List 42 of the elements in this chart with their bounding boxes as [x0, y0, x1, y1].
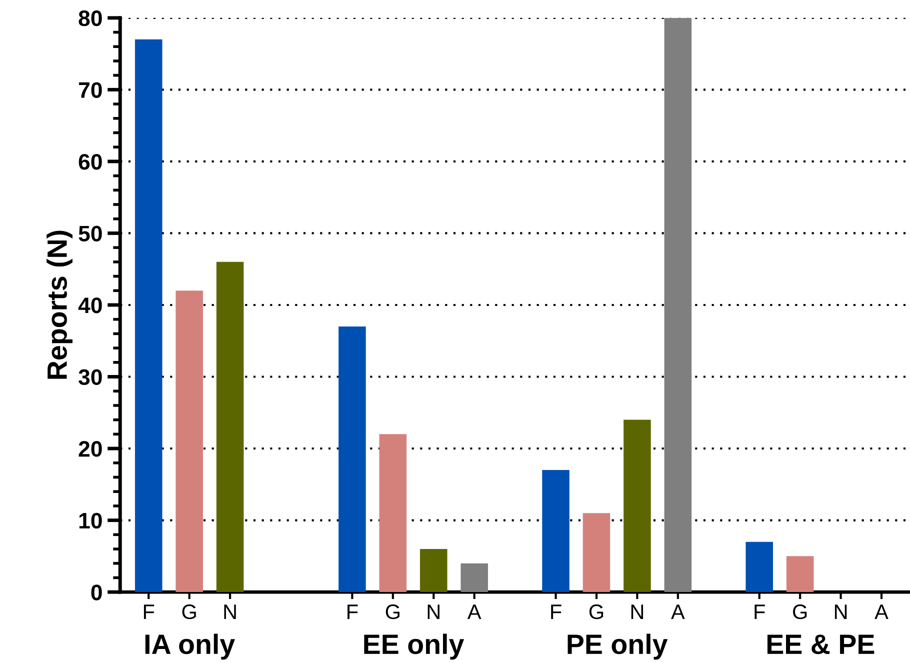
- x-tick-label: F: [144, 604, 154, 619]
- x-tick-label: G: [793, 604, 807, 620]
- bar: [379, 434, 407, 592]
- y-tick-label: 0: [91, 584, 102, 600]
- y-axis-title: Reports (N): [46, 230, 72, 379]
- y-tick-label: 40: [78, 298, 102, 314]
- x-tick-label: N: [631, 604, 644, 619]
- x-tick-label: A: [874, 604, 888, 619]
- text: IA only: [145, 634, 235, 660]
- y-tick-label: 30: [78, 369, 102, 386]
- y-tick-label: 10: [79, 512, 102, 529]
- x-tick-label: F: [348, 604, 358, 619]
- bar: [460, 563, 488, 592]
- y-tick-label: 50: [78, 226, 102, 242]
- text: PE only: [568, 634, 668, 660]
- bar: [338, 326, 366, 592]
- x-tick-label: A: [671, 604, 685, 619]
- x-tick-label: A: [467, 604, 482, 619]
- bar: [542, 470, 570, 592]
- y-tick-label: 60: [78, 154, 102, 170]
- bar: [176, 290, 203, 592]
- x-tick-label: F: [551, 604, 562, 619]
- y-tick-label: 70: [79, 82, 102, 98]
- bar: [582, 513, 610, 592]
- bar: [746, 542, 773, 592]
- text: EE only: [364, 634, 464, 660]
- x-tick-label: N: [224, 604, 236, 619]
- x-tick-label: N: [834, 604, 847, 619]
- bar: [624, 420, 651, 592]
- text: EE & PE: [767, 634, 874, 654]
- bar: [420, 548, 448, 592]
- bar: [216, 262, 244, 592]
- bar: [664, 18, 692, 592]
- x-tick-label: N: [428, 604, 440, 619]
- bar: [786, 556, 814, 592]
- x-tick-label: F: [754, 604, 765, 619]
- x-tick-label: G: [589, 604, 604, 620]
- bar: [134, 39, 162, 592]
- y-tick-label: 80: [78, 10, 102, 26]
- x-tick-label: G: [386, 604, 400, 620]
- y-tick-label: 20: [78, 441, 102, 457]
- x-tick-label: G: [182, 604, 196, 620]
